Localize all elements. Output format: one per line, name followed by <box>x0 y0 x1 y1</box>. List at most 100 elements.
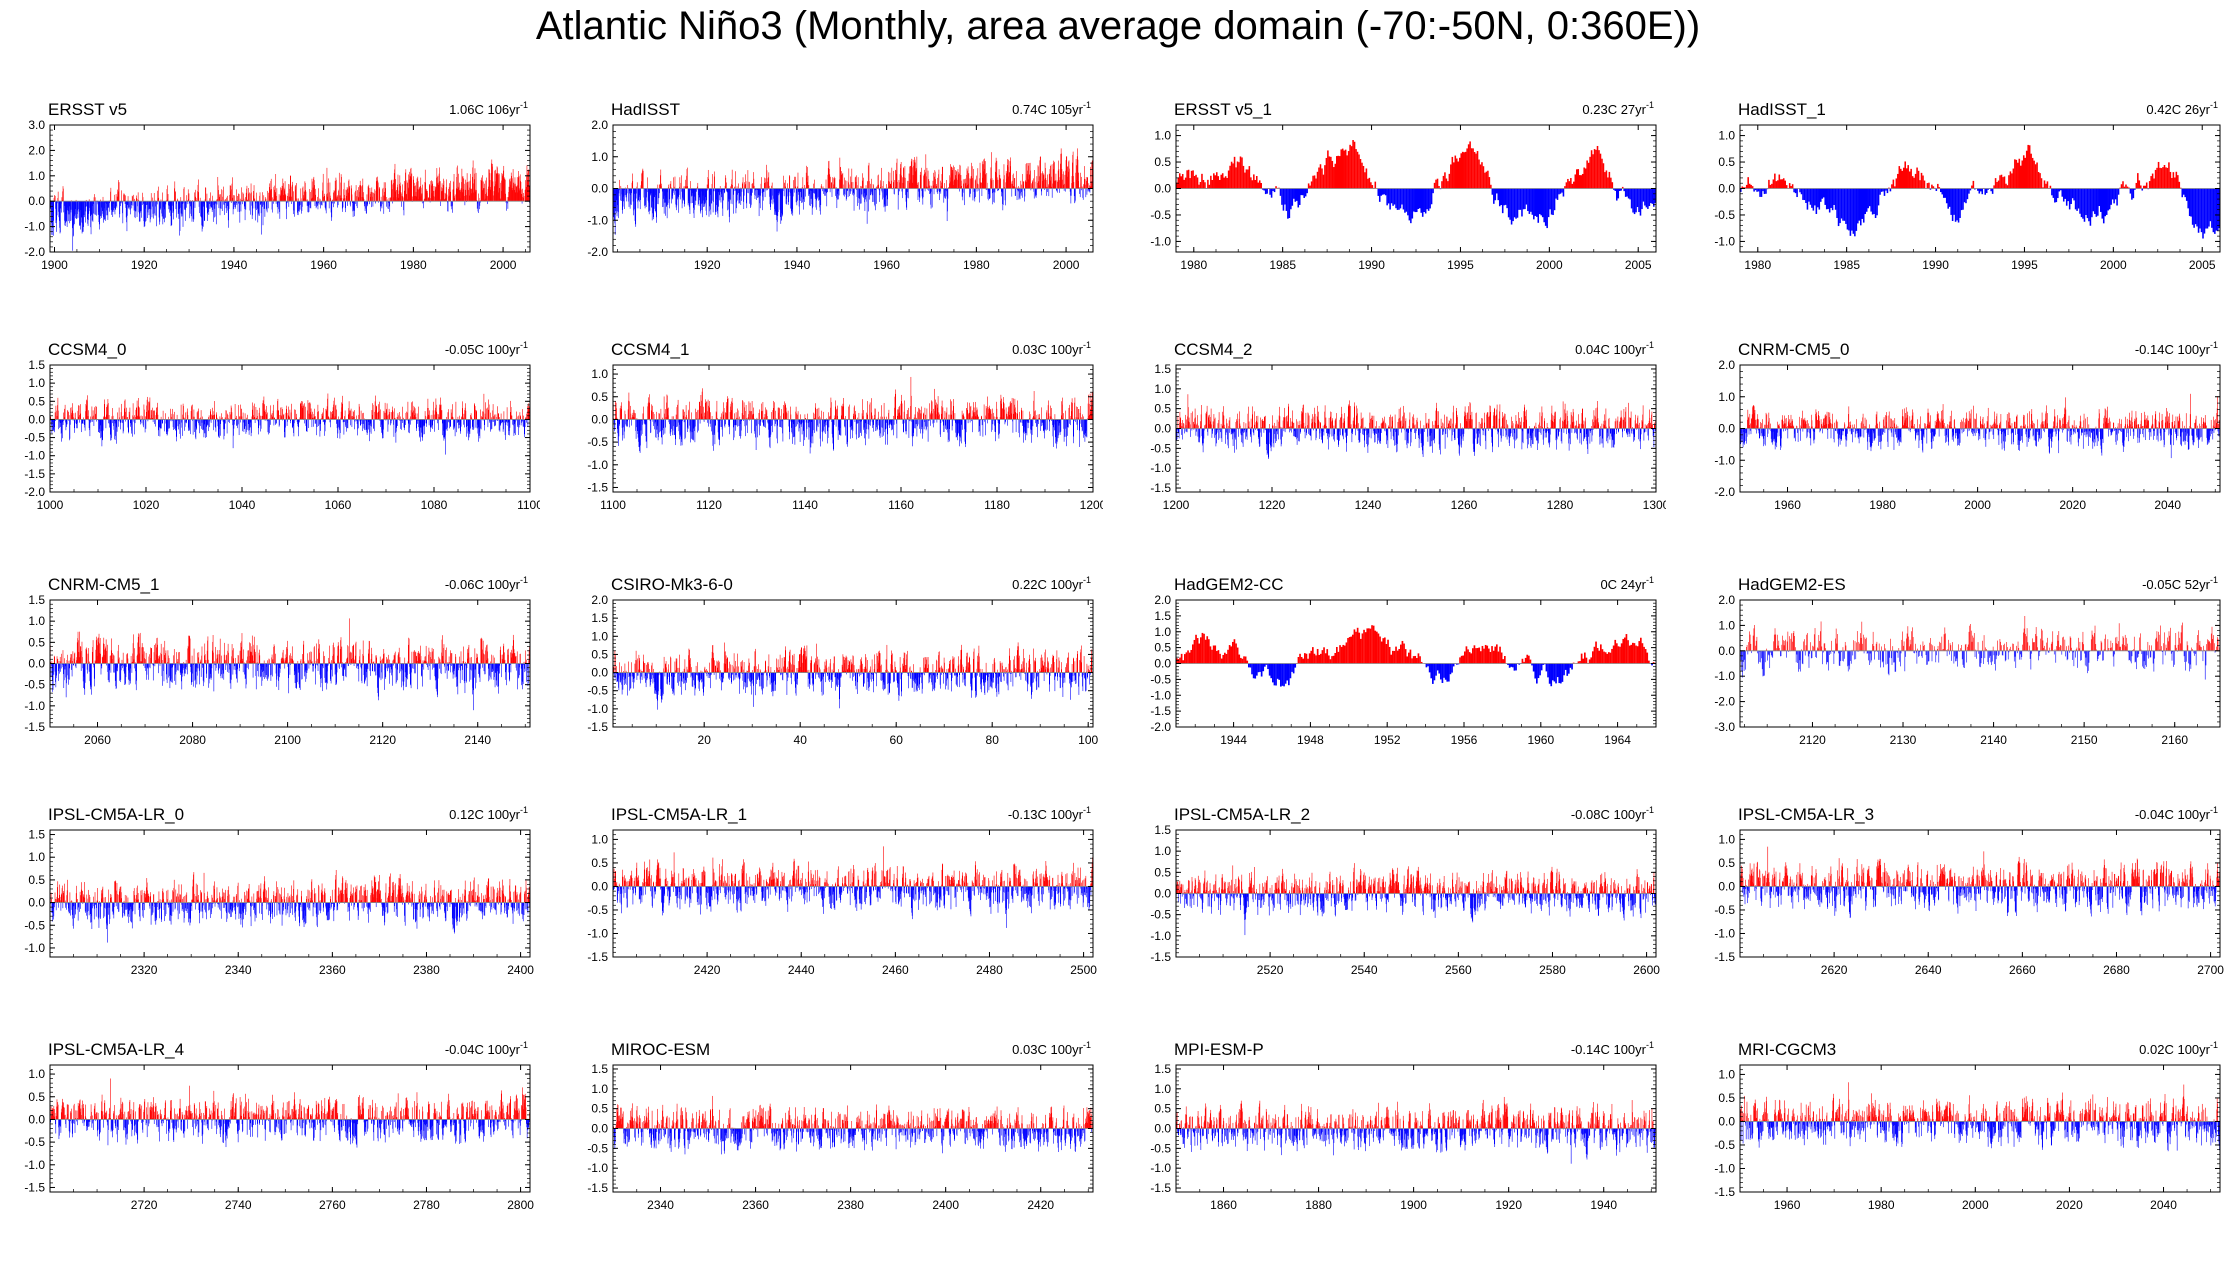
bar <box>378 410 380 420</box>
bar <box>2144 185 2146 189</box>
bar <box>1227 170 1230 189</box>
bar <box>498 419 500 431</box>
bar <box>319 419 321 437</box>
bar <box>1522 188 1525 210</box>
bar <box>465 403 466 420</box>
bar <box>436 404 437 420</box>
bar <box>103 416 104 420</box>
bar <box>1014 188 1016 196</box>
bar <box>967 166 969 189</box>
bar <box>132 201 134 206</box>
bar <box>202 416 203 420</box>
bar <box>2065 188 2068 206</box>
bar <box>685 186 687 189</box>
bar <box>2141 188 2144 191</box>
bar <box>702 188 704 196</box>
bar <box>789 176 791 189</box>
bar <box>501 419 502 423</box>
bar <box>866 188 868 202</box>
bar <box>1913 177 1915 189</box>
bar <box>478 201 479 213</box>
bar <box>295 185 296 202</box>
bar <box>271 414 272 420</box>
bar <box>445 187 447 202</box>
bar <box>487 407 488 420</box>
bar <box>943 188 945 197</box>
bar <box>895 173 897 189</box>
bar <box>949 177 951 189</box>
bar <box>212 415 213 420</box>
bar <box>495 414 497 420</box>
bar <box>815 188 816 197</box>
bar <box>1623 188 1625 192</box>
bar <box>107 406 108 420</box>
bar <box>693 188 694 214</box>
bar <box>243 198 245 202</box>
bar <box>776 188 777 221</box>
bar <box>726 188 728 191</box>
bar <box>1091 162 1093 189</box>
trend-label: 0.23C 27yr-1 <box>1582 100 1654 117</box>
bar <box>1275 186 1277 189</box>
bar <box>730 188 731 201</box>
bar <box>110 419 111 435</box>
bar <box>684 188 685 207</box>
bar <box>874 188 876 207</box>
bar <box>1045 178 1047 189</box>
bar <box>238 201 240 204</box>
bar <box>2101 188 2104 219</box>
bar <box>1876 188 1878 216</box>
bar <box>412 401 413 420</box>
bar <box>1029 174 1030 189</box>
bar <box>278 201 280 203</box>
bar <box>1331 160 1334 189</box>
bar <box>354 201 355 217</box>
bar <box>91 201 93 221</box>
bar <box>155 419 156 427</box>
bar <box>90 419 92 422</box>
bar <box>498 174 499 202</box>
bar <box>1922 175 1924 189</box>
bar <box>402 196 404 202</box>
bar <box>411 419 413 421</box>
bar <box>459 198 461 202</box>
bar <box>1064 188 1066 192</box>
bar <box>960 175 962 189</box>
bar <box>1457 161 1460 189</box>
bar <box>1484 172 1486 189</box>
bar <box>1202 179 1205 189</box>
bar <box>798 188 800 195</box>
bar <box>1894 186 1896 189</box>
bar <box>134 419 135 435</box>
bar <box>1018 186 1019 189</box>
bar <box>952 181 954 189</box>
bar <box>809 188 810 206</box>
bar <box>297 419 299 427</box>
bar <box>920 171 921 189</box>
bar <box>133 201 135 211</box>
bar <box>373 419 375 429</box>
bar <box>335 188 336 202</box>
bar <box>165 413 166 420</box>
bar <box>760 183 762 189</box>
bar <box>984 161 986 189</box>
bar <box>430 198 431 202</box>
bar <box>76 201 78 219</box>
bar <box>1039 160 1041 189</box>
bar <box>627 184 628 189</box>
bar <box>204 419 205 425</box>
bar <box>186 419 187 422</box>
bar <box>710 188 712 215</box>
bar <box>806 165 807 189</box>
bar <box>125 411 127 420</box>
bar <box>283 414 284 420</box>
bar <box>326 411 327 420</box>
bar <box>463 189 464 202</box>
bar <box>380 201 382 207</box>
bar <box>386 408 387 420</box>
bar <box>438 184 440 202</box>
bar <box>1432 188 1434 194</box>
bar <box>275 192 276 202</box>
bar <box>516 177 518 202</box>
bar <box>184 201 186 210</box>
